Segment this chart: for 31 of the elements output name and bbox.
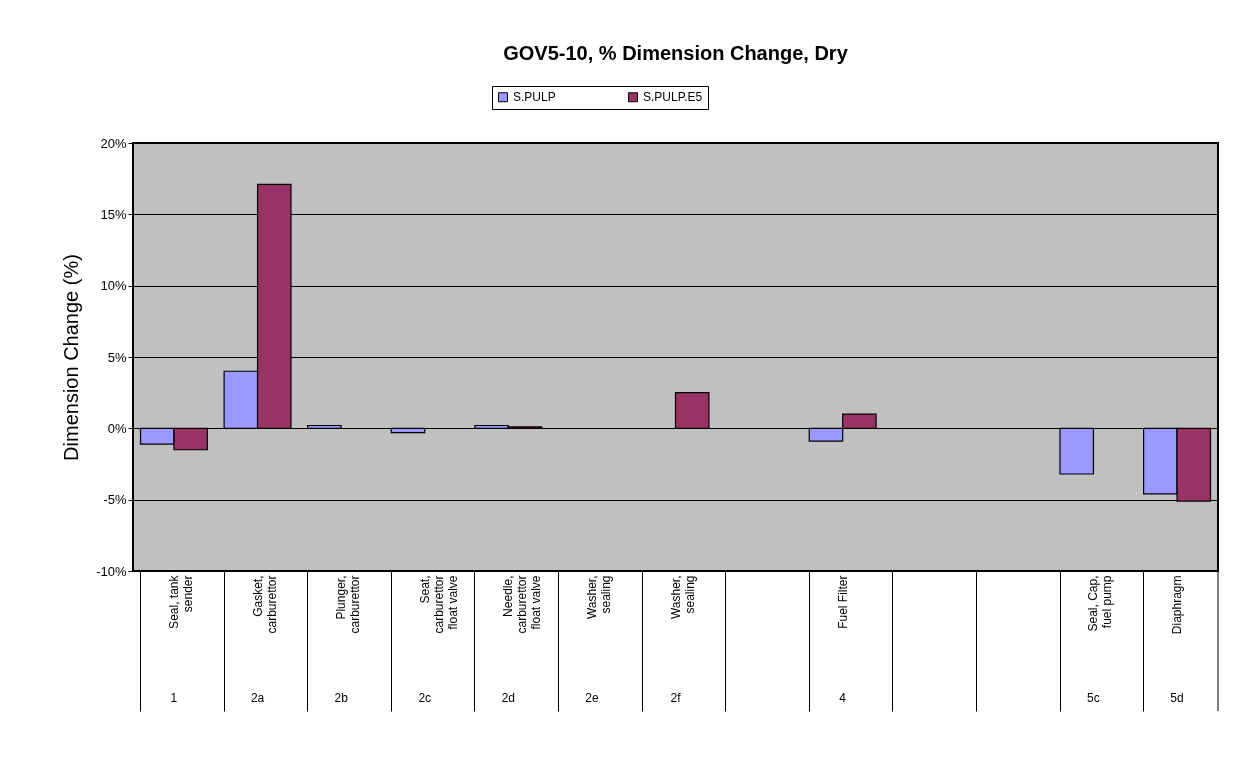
- y-axis-title: Dimension Change (%): [60, 254, 83, 461]
- legend-label: S.PULP: [513, 90, 556, 105]
- x-tick-label: Gasket, carburettor: [250, 575, 279, 634]
- text: 4: [839, 691, 847, 705]
- text: 2a: [250, 691, 265, 705]
- y-tick-label: 15%: [100, 206, 127, 222]
- y-tick-label: 0%: [107, 420, 127, 436]
- y-tick-label: 10%: [100, 278, 127, 294]
- text: 2b: [334, 691, 349, 705]
- text: 2d: [501, 691, 515, 705]
- y-tick-label: 5%: [107, 349, 127, 365]
- text: 2f: [670, 691, 682, 705]
- x-tick-label: Fuel Filter: [835, 575, 850, 629]
- x-tick-label: Seal, Cap, fuel pump: [1086, 575, 1115, 632]
- text: 1: [170, 691, 178, 705]
- text: 2c: [418, 691, 432, 705]
- x-tick-label: Seat, carburettor float valve: [417, 575, 460, 634]
- text: 5c: [1087, 691, 1100, 705]
- x-tick-label: Washer, sealing: [584, 575, 613, 620]
- legend-label: S.PULP.E5: [643, 90, 703, 105]
- x-tick-label: Washer, sealing: [668, 575, 697, 620]
- y-tick-label: -10%: [96, 563, 127, 579]
- x-tick-label: Needle, carburettor float valve: [501, 575, 544, 634]
- text: 2e: [585, 691, 599, 705]
- x-tick-label: Plunger, carburettor: [334, 575, 363, 634]
- y-tick-label: 20%: [100, 135, 127, 151]
- x-tick-label: Diaphragm: [1170, 575, 1185, 635]
- text: 5d: [1170, 691, 1184, 705]
- x-tick-label: Seal, tank sender: [166, 574, 195, 629]
- chart-title: GOV5-10, % Dimension Change, Dry: [503, 41, 849, 64]
- y-tick-label: -5%: [103, 492, 127, 508]
